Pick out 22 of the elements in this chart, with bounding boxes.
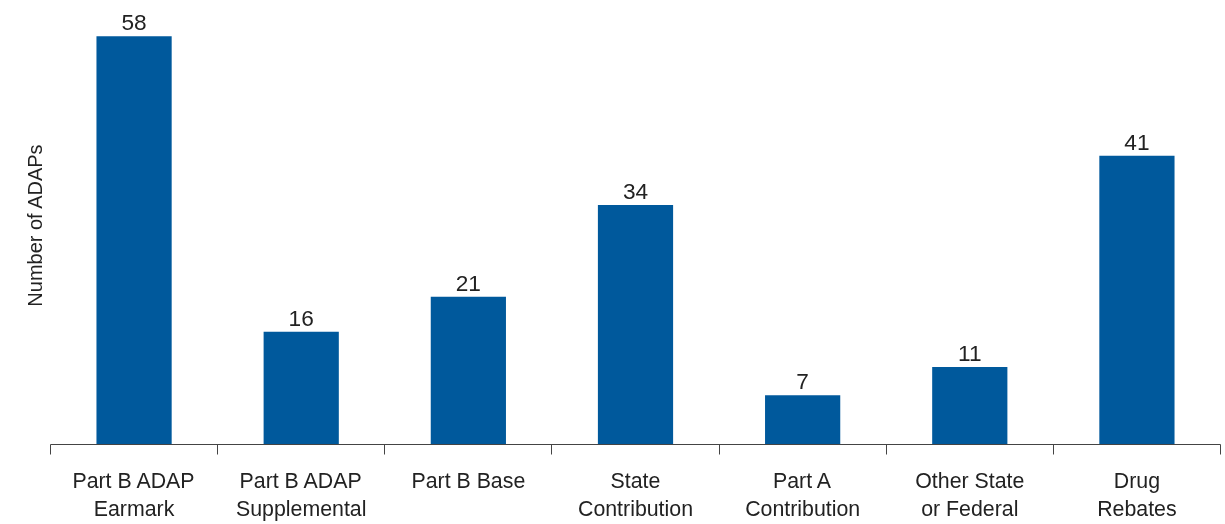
data-label: 7	[796, 368, 809, 395]
bar	[430, 296, 506, 445]
data-label: 34	[622, 178, 649, 205]
bar	[96, 36, 172, 445]
bar	[932, 367, 1008, 445]
data-label: 16	[288, 304, 314, 331]
bar	[765, 395, 841, 445]
x-tick-label: Part B ADAP Earmark	[72, 468, 195, 522]
x-tick-label: Other State or Federal	[915, 468, 1025, 522]
bar	[1099, 155, 1175, 445]
x-tick-label: State Contribution	[578, 468, 694, 522]
data-label: 21	[455, 269, 481, 296]
y-axis-title: Number of ADAPs	[23, 144, 46, 307]
data-label: 11	[958, 340, 982, 367]
x-tick-label: Part B Base	[411, 468, 526, 493]
x-tick-label: Part B ADAP Supplemental	[236, 468, 367, 522]
bar	[263, 331, 339, 445]
x-tick-label: Drug Rebates	[1097, 468, 1177, 522]
bar	[597, 205, 674, 445]
x-tick-label: Part A Contribution	[745, 468, 861, 522]
data-label: 58	[121, 9, 147, 36]
data-label: 41	[1124, 128, 1150, 155]
